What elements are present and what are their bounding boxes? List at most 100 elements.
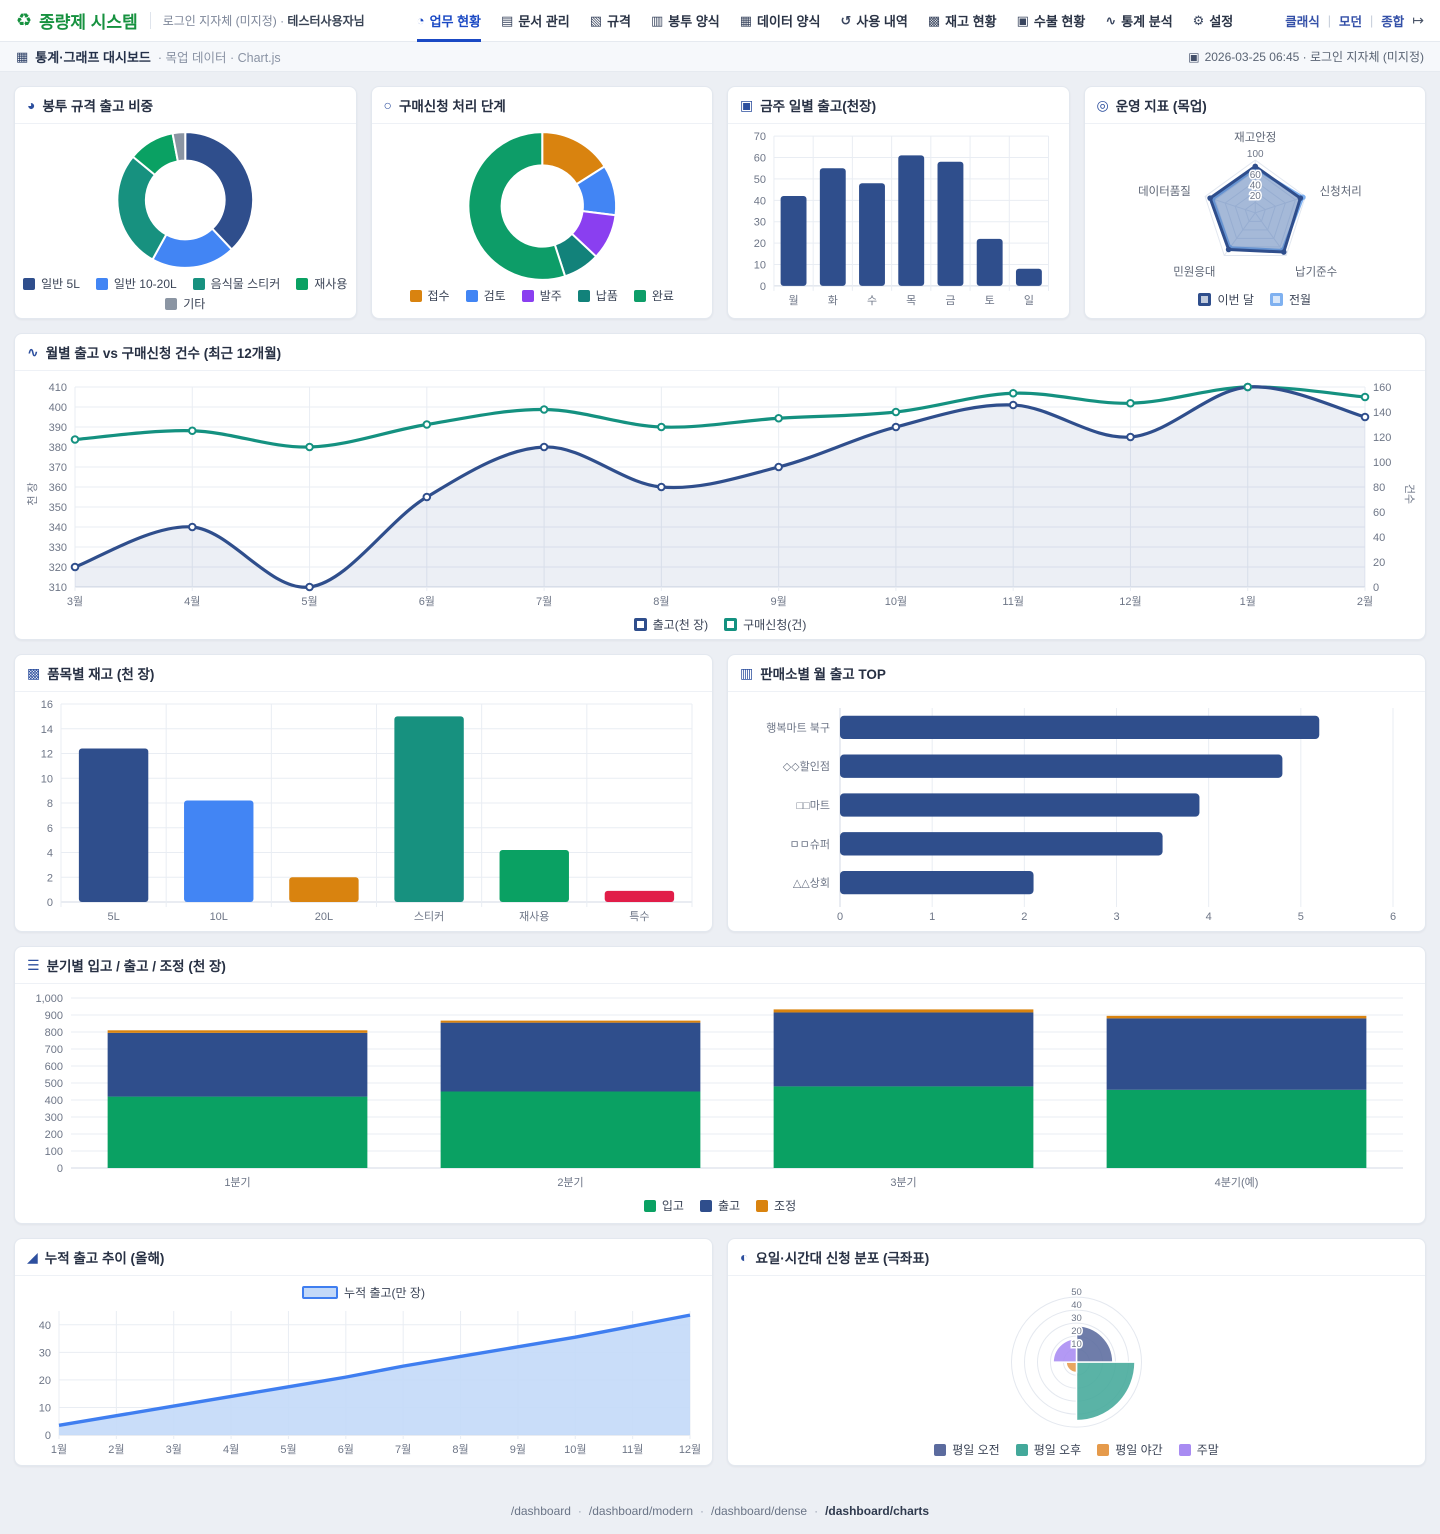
card-header: ◐ 요일·시간대 신청 분포 (극좌표) xyxy=(728,1239,1425,1276)
legend-swatch xyxy=(23,277,36,290)
legend-item[interactable]: 입고 xyxy=(643,1197,684,1214)
nav-item-settings[interactable]: ⚙ 설정 xyxy=(1193,0,1234,42)
svg-text:80: 80 xyxy=(1373,482,1385,494)
nav-item-data-forms[interactable]: ▦ 데이터 양식 xyxy=(740,0,821,42)
svg-text:350: 350 xyxy=(49,502,67,514)
card-title: 분기별 입고 / 출고 / 조정 (천 장) xyxy=(46,959,226,974)
footer-link-dashboard[interactable]: /dashboard xyxy=(510,1504,571,1518)
nav-label: 재고 현황 xyxy=(945,14,997,29)
legend-item[interactable]: 기타 xyxy=(165,295,205,312)
mode-classic-link[interactable]: 클래식 xyxy=(1285,15,1320,29)
legend-item[interactable]: 평일 오전 xyxy=(934,1441,1000,1458)
legend-label: 이번 달 xyxy=(1217,293,1254,307)
legend-label: 음식물 스티커 xyxy=(210,277,281,291)
legend-item[interactable]: 누적 출고(만 장) xyxy=(302,1284,425,1301)
table-icon: ▦ xyxy=(739,12,753,28)
svg-text:민원응대: 민원응대 xyxy=(1173,265,1215,279)
main-nav: ◔ 업무 현황 ▤ 문서 관리 ▧ 규격 ▥ 봉투 양식 ▦ 데이터 양식 ↺ 사용 내역 … xyxy=(407,0,1244,42)
card-body: 20 40 60 100 재고안정 신청처리 납기준수 민원응대 데이터품질 이번 달 전월 xyxy=(1085,124,1426,315)
legend-item[interactable]: 완료 xyxy=(633,287,674,304)
legend-item[interactable]: 재사용 xyxy=(296,275,347,292)
nav-item-envelope-forms[interactable]: ▥ 봉투 양식 xyxy=(651,0,720,42)
legend-item[interactable]: 일반 5L xyxy=(23,275,80,292)
svg-text:390: 390 xyxy=(49,422,67,434)
legend-label: 누적 출고(만 장) xyxy=(344,1286,425,1300)
mode-combined-link[interactable]: 종합 xyxy=(1381,15,1405,29)
nav-item-ledger[interactable]: ▣ 수불 현황 xyxy=(1017,0,1086,42)
top-outlets-hbar-chart: 0 1 2 3 4 5 6 행복마트 북구 ◇◇할인점 □□마트 ㅁㅁ슈퍼 △△상회 xyxy=(766,708,1396,923)
chart-legend: 입고 출고 조정 xyxy=(23,1194,1417,1215)
legend-item[interactable]: 출고 xyxy=(699,1197,740,1214)
legend-item[interactable]: 이번 달 xyxy=(1198,291,1254,308)
svg-text:10월: 10월 xyxy=(564,1443,586,1456)
nav-item-analytics[interactable]: ∿ 통계 분석 xyxy=(1105,0,1172,42)
svg-text:0: 0 xyxy=(760,281,766,293)
legend-item[interactable]: 평일 오후 xyxy=(1015,1441,1081,1458)
svg-text:380: 380 xyxy=(49,442,67,454)
svg-text:0: 0 xyxy=(1373,582,1379,594)
svg-text:10: 10 xyxy=(1071,1339,1082,1350)
footer-link-dense[interactable]: /dashboard/dense xyxy=(711,1504,808,1518)
nav-label: 업무 현황 xyxy=(429,14,482,29)
svg-text:4월: 4월 xyxy=(223,1443,239,1456)
svg-text:40: 40 xyxy=(754,195,766,207)
nav-item-documents[interactable]: ▤ 문서 관리 xyxy=(501,0,570,42)
legend-swatch xyxy=(95,277,108,290)
app-logo[interactable]: ♻ 종량제 시스템 xyxy=(16,8,138,33)
legend-item[interactable]: 전월 xyxy=(1269,291,1311,308)
purchase-stage-donut-chart xyxy=(466,131,617,281)
svg-text:40: 40 xyxy=(1373,532,1385,544)
chart-legend: 이번 달 전월 xyxy=(1093,288,1418,309)
svg-text:20: 20 xyxy=(1249,191,1261,202)
nav-item-specs[interactable]: ▧ 규격 xyxy=(590,0,631,42)
svg-text:데이터품질: 데이터품질 xyxy=(1138,185,1191,198)
legend-label: 구매신청(건) xyxy=(743,618,807,632)
legend-swatch xyxy=(724,618,738,631)
legend-label: 평일 오전 xyxy=(952,1443,1000,1457)
svg-text:60: 60 xyxy=(754,153,766,165)
nav-label: 통계 분석 xyxy=(1121,14,1173,29)
bottom-row: ◢ 누적 출고 추이 (올해) 누적 출고(만 장) 0 10 20 30 40 1월 2월 3… xyxy=(14,1238,1426,1466)
footer-link-charts[interactable]: /dashboard/charts xyxy=(825,1504,930,1518)
legend-swatch xyxy=(643,1199,656,1212)
legend-swatch xyxy=(633,289,646,302)
legend-item[interactable]: 발주 xyxy=(521,287,562,304)
mode-modern-link[interactable]: 모던 xyxy=(1338,15,1362,29)
svg-text:10: 10 xyxy=(754,259,766,271)
legend-item[interactable]: 조정 xyxy=(756,1197,796,1214)
card-header: ▣ 금주 일별 출고(천장) xyxy=(728,87,1069,124)
svg-text:4: 4 xyxy=(1206,911,1212,923)
footer-link-modern[interactable]: /dashboard/modern xyxy=(588,1504,693,1518)
layers-icon: ☰ xyxy=(27,956,40,973)
legend-item[interactable]: 출고(천 장) xyxy=(633,616,708,633)
legend-swatch xyxy=(192,277,205,290)
svg-text:□□마트: □□마트 xyxy=(796,799,830,812)
legend-label: 주말 xyxy=(1196,1443,1219,1457)
svg-text:11월: 11월 xyxy=(1002,595,1024,608)
svg-text:20: 20 xyxy=(1071,1326,1082,1337)
legend-item[interactable]: 평일 야간 xyxy=(1097,1441,1163,1458)
nav-item-dashboard[interactable]: ◔ 업무 현황 xyxy=(416,0,482,42)
nav-item-usage-history[interactable]: ↺ 사용 내역 xyxy=(840,0,907,42)
legend-item[interactable]: 납품 xyxy=(577,287,618,304)
legend-item[interactable]: 일반 10-20L xyxy=(95,275,177,292)
legend-item[interactable]: 구매신청(건) xyxy=(724,616,806,633)
legend-item[interactable]: 음식물 스티커 xyxy=(192,275,281,292)
nav-label: 데이터 양식 xyxy=(757,14,821,29)
legend-item[interactable]: 검토 xyxy=(465,287,506,304)
svg-text:5월: 5월 xyxy=(301,595,317,608)
spec-icon: ▧ xyxy=(589,12,603,28)
svg-text:월: 월 xyxy=(789,294,799,307)
svg-text:20: 20 xyxy=(39,1375,51,1387)
svg-text:3월: 3월 xyxy=(166,1443,182,1456)
legend-swatch xyxy=(633,618,647,631)
nav-label: 문서 관리 xyxy=(518,14,570,29)
nav-item-inventory[interactable]: ▩ 재고 현황 xyxy=(928,0,997,42)
svg-text:0: 0 xyxy=(47,897,53,909)
legend-item[interactable]: 주말 xyxy=(1178,1441,1219,1458)
logout-icon[interactable]: ↦ xyxy=(1412,12,1424,28)
legend-item[interactable]: 접수 xyxy=(409,287,450,304)
nav-label: 사용 내역 xyxy=(856,14,908,29)
